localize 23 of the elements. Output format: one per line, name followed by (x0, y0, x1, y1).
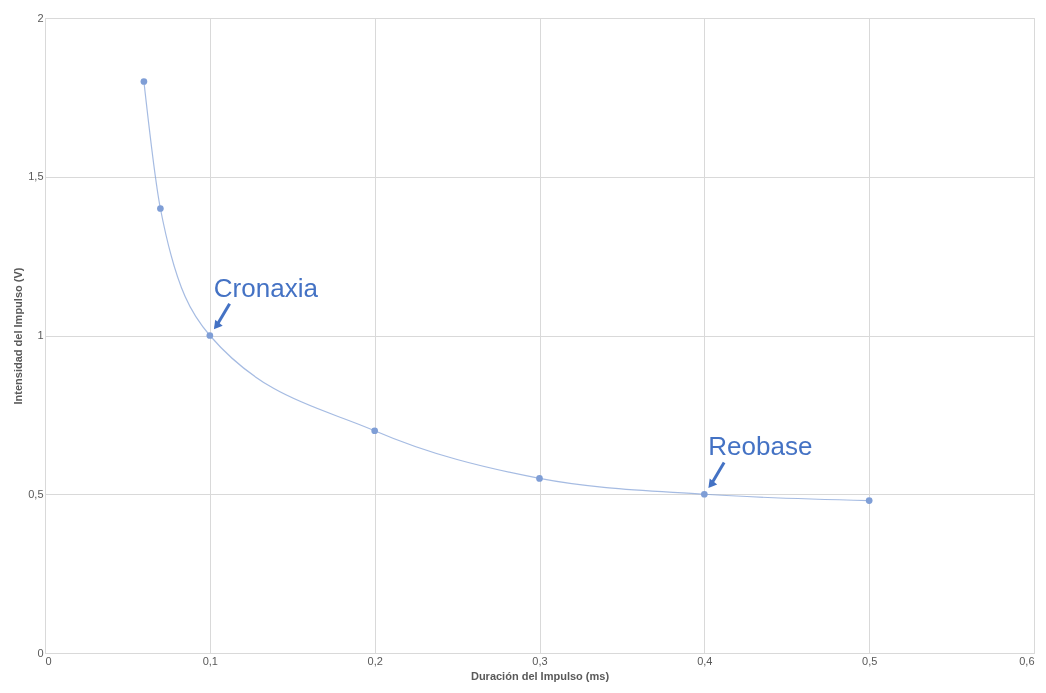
x-tick-label: 0,1 (202, 654, 218, 667)
point (206, 332, 214, 339)
point (371, 427, 379, 435)
annotation: Reobase (708, 431, 813, 462)
point (865, 497, 873, 504)
point (700, 490, 708, 498)
y-tick-label: 2 (37, 11, 44, 24)
annotation: Cronaxia (213, 272, 319, 303)
x-tick-label: 0,4 (697, 654, 713, 667)
y-tick-label: 1 (37, 329, 44, 341)
point (157, 205, 164, 212)
point (536, 475, 543, 482)
x-tick-label: 0,6 (1019, 654, 1035, 667)
x-tick-label: 0,3 (532, 654, 548, 667)
y-axis-title: Intensidad del Impulso (V) (12, 267, 25, 405)
x-tick-label: 0,5 (862, 654, 878, 667)
y-tick-label: 0 (37, 646, 44, 659)
point (140, 78, 148, 85)
x-tick-label: 0,2 (367, 654, 383, 667)
y-tick-label: 1,5 (28, 170, 44, 183)
x-axis-title: Duración del Impulso (ms) (470, 669, 610, 682)
x-tick-label: 0 (45, 654, 52, 667)
y-tick-label: 0,5 (28, 487, 44, 500)
